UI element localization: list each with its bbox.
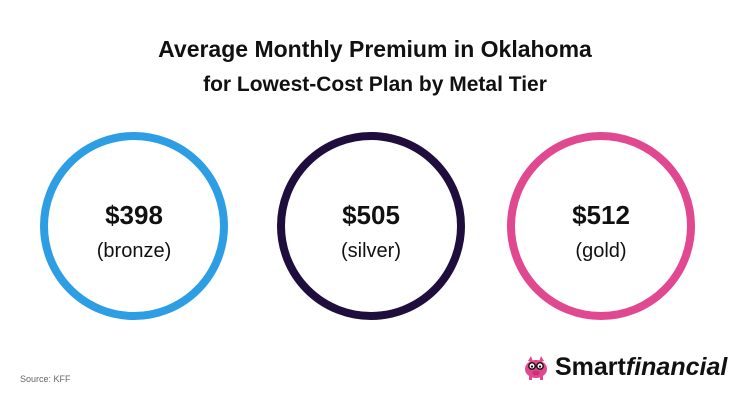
silver-tier-label: (silver) bbox=[341, 240, 401, 262]
chart-title: Average Monthly Premium in Oklahoma bbox=[158, 36, 592, 62]
brand-wordmark: Smartfinancial bbox=[555, 352, 727, 382]
gold-premium-value: $512 bbox=[572, 200, 630, 230]
brand-wordmark-smart: Smart bbox=[555, 353, 626, 381]
gold-tier-circle: $512 (gold) bbox=[507, 132, 695, 320]
bronze-tier-circle: $398 (bronze) bbox=[40, 132, 228, 320]
bronze-premium-value: $398 bbox=[105, 200, 163, 230]
brand-logo: Smartfinancial bbox=[522, 352, 727, 382]
piggy-bank-icon bbox=[525, 356, 547, 380]
silver-tier-circle: $505 (silver) bbox=[277, 132, 465, 320]
brand-wordmark-financial: financial bbox=[625, 353, 728, 381]
chart-subtitle: for Lowest-Cost Plan by Metal Tier bbox=[203, 73, 547, 96]
source-note: Source: KFF bbox=[20, 374, 71, 384]
silver-premium-value: $505 bbox=[342, 200, 400, 230]
gold-tier-label: (gold) bbox=[575, 240, 627, 262]
bronze-tier-label: (bronze) bbox=[96, 240, 172, 262]
